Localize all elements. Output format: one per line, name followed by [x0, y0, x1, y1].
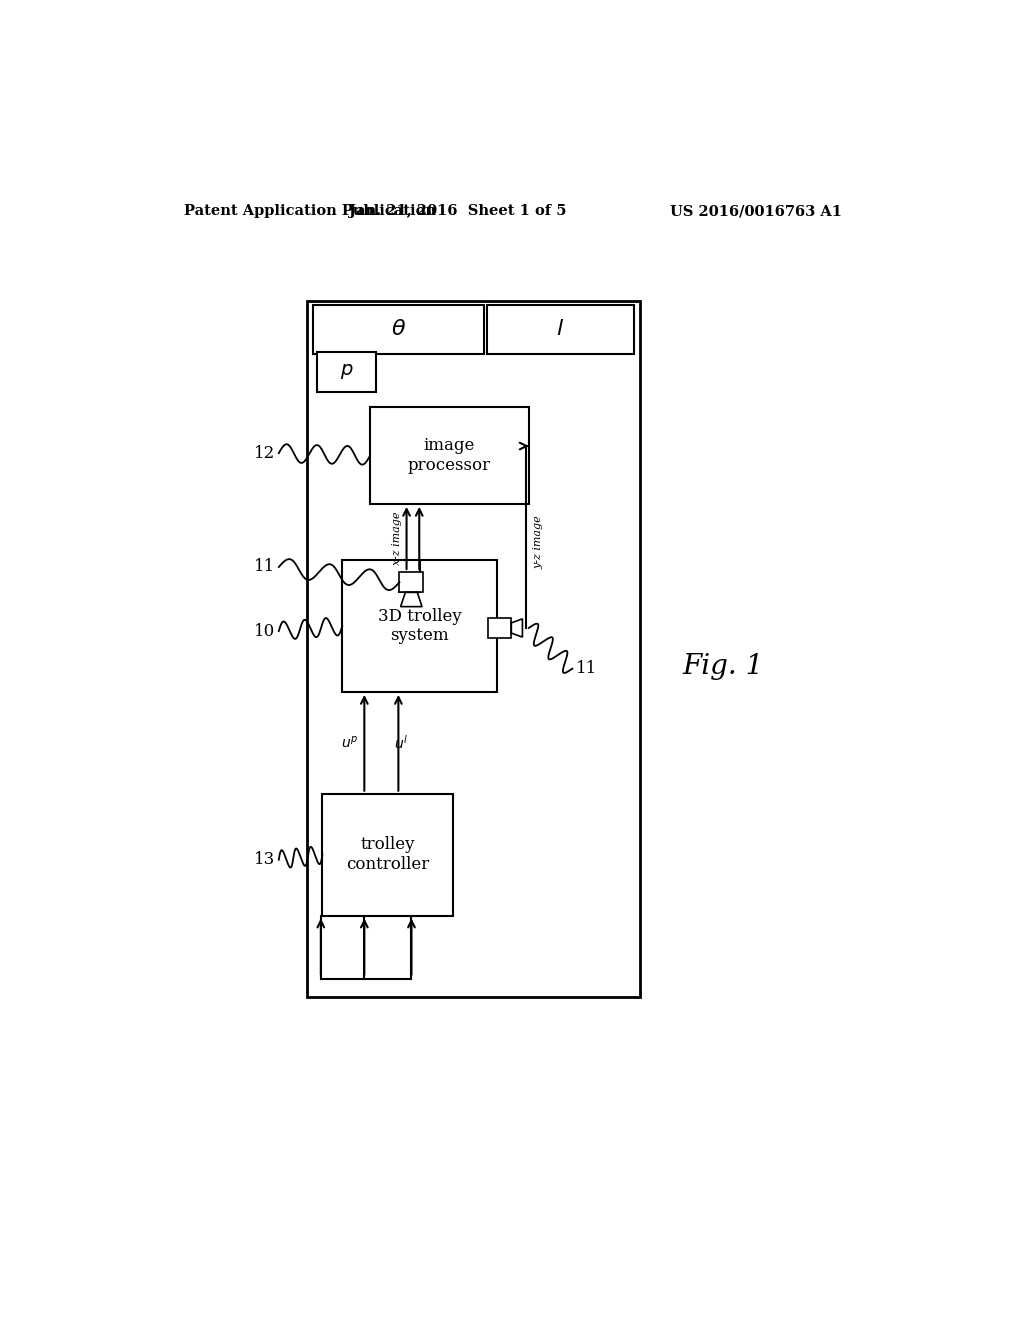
Bar [370, 408, 528, 504]
Text: 11: 11 [577, 660, 598, 677]
Text: x-z image: x-z image [392, 511, 402, 565]
Text: $u^l$: $u^l$ [393, 734, 408, 752]
Bar [313, 305, 483, 354]
Text: $p$: $p$ [340, 363, 353, 381]
Text: Patent Application Publication: Patent Application Publication [183, 205, 435, 218]
Text: y-z image: y-z image [534, 515, 544, 569]
Text: 12: 12 [254, 445, 274, 462]
Bar [323, 793, 454, 916]
Bar [342, 560, 497, 692]
Text: image
processor: image processor [408, 437, 490, 474]
Bar [316, 351, 377, 392]
Text: US 2016/0016763 A1: US 2016/0016763 A1 [671, 205, 842, 218]
Text: 3D trolley
system: 3D trolley system [378, 607, 462, 644]
Text: 13: 13 [254, 851, 274, 869]
Bar [399, 572, 423, 593]
Bar [306, 301, 640, 997]
Text: 11: 11 [254, 558, 274, 576]
Text: 10: 10 [254, 623, 274, 639]
Polygon shape [511, 619, 522, 638]
Text: $l$: $l$ [556, 319, 564, 339]
Text: trolley
controller: trolley controller [346, 837, 429, 873]
Text: $\theta$: $\theta$ [390, 319, 406, 339]
Polygon shape [400, 593, 422, 607]
Text: $u^p$: $u^p$ [341, 735, 358, 751]
Bar [487, 618, 511, 638]
Text: Jan. 21, 2016  Sheet 1 of 5: Jan. 21, 2016 Sheet 1 of 5 [348, 205, 566, 218]
Bar [486, 305, 634, 354]
Text: Fig. 1: Fig. 1 [683, 653, 764, 680]
